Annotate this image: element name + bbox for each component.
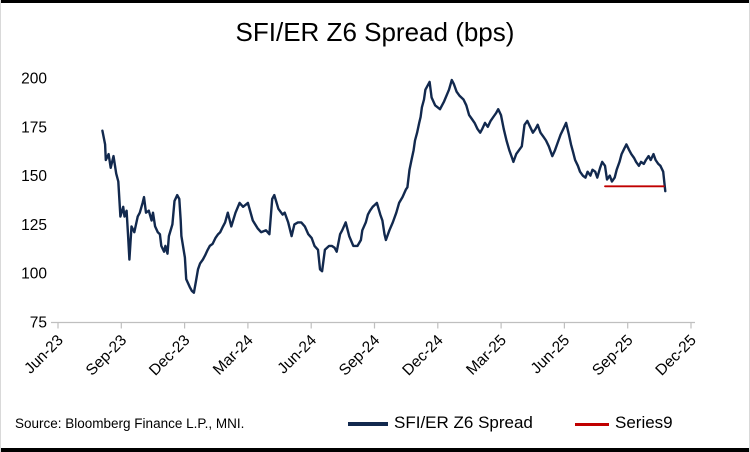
x-tick-label: Dec-24	[399, 332, 447, 380]
y-tick-label: 125	[21, 217, 47, 234]
x-tick-label: Dec-25	[652, 332, 699, 379]
x-tick-label: Jun-24	[274, 332, 320, 378]
x-tick-label: Sep-24	[336, 332, 384, 380]
y-tick-label: 175	[21, 119, 47, 136]
x-tick-label: Mar-25	[463, 332, 510, 379]
x-tick-label: Sep-25	[589, 332, 636, 379]
x-tick-label: Sep-23	[83, 332, 130, 379]
source-note: Source: Bloomberg Finance L.P., MNI.	[15, 416, 245, 431]
series9-swatch	[575, 423, 609, 426]
spread-series-swatch	[348, 422, 388, 426]
x-tick-label: Dec-23	[146, 332, 193, 379]
top-border-bar	[1, 0, 749, 3]
y-tick-label: 75	[30, 315, 47, 332]
y-tick-label: 150	[21, 168, 47, 185]
series9-label: Series9	[615, 413, 673, 432]
x-tick-label: Jun-25	[528, 332, 574, 378]
y-tick-label: 100	[21, 266, 47, 283]
line-chart: Jun-23 Sep-23 Dec-23 Mar-24 Jun-24 Sep-24 Dec-…	[21, 71, 700, 380]
spread-series-label: SFI/ER Z6 Spread	[394, 413, 533, 432]
y-tick-label: 200	[21, 71, 47, 88]
x-tick-label: Jun-23	[21, 332, 67, 378]
chart-title: SFI/ER Z6 Spread (bps)	[235, 17, 515, 47]
x-tick-label: Mar-24	[210, 332, 257, 379]
bottom-border-bar	[1, 448, 749, 452]
spread-line	[101, 78, 667, 294]
